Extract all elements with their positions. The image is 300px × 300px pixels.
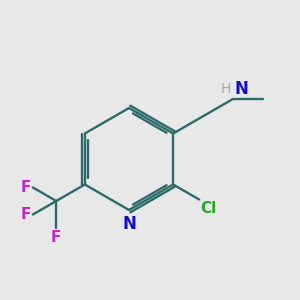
Text: F: F — [51, 230, 62, 245]
Text: F: F — [21, 180, 32, 195]
Text: N: N — [234, 80, 248, 98]
Text: H: H — [221, 82, 231, 96]
Text: N: N — [122, 215, 136, 233]
Text: Cl: Cl — [201, 201, 217, 216]
Text: F: F — [21, 207, 32, 222]
